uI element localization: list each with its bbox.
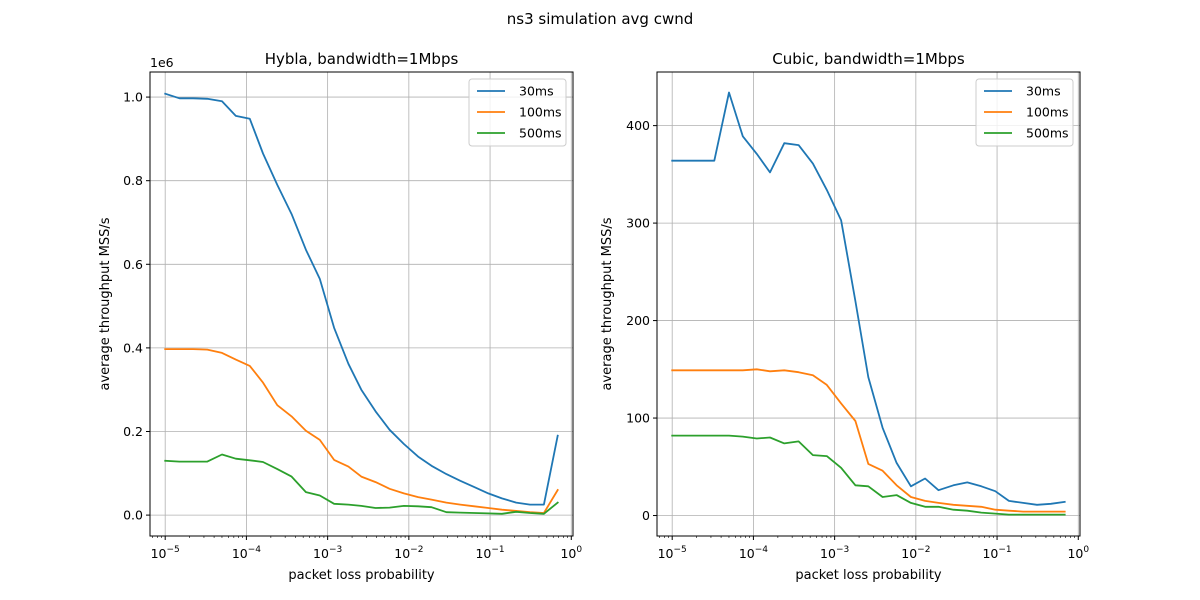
cubic-chart: Cubic, bandwidth=1Mbps packet loss proba…	[600, 50, 1089, 583]
hybla-y-tick-label: 0.2	[123, 424, 143, 439]
hybla-x-tick-label: 10−2	[394, 545, 423, 561]
hybla-x-tick-label: 10−3	[313, 545, 342, 561]
cubic-legend: 30ms 100ms 500ms	[975, 78, 1074, 147]
cubic-x-tick-label: 10−4	[739, 545, 768, 561]
cubic-legend-label-100ms: 100ms	[1026, 105, 1069, 120]
hybla-y-tick-label: 0.8	[123, 173, 143, 188]
cubic-series-500ms	[671, 434, 1066, 516]
cubic-legend-box	[975, 78, 1074, 147]
hybla-y-tick-label: 0.6	[123, 257, 143, 272]
cubic-x-axis-label: packet loss probability	[795, 568, 942, 583]
hybla-x-tick-label: 10−4	[232, 545, 261, 561]
hybla-y-tick-label: 0.4	[123, 340, 143, 355]
cubic-plot-frame	[656, 71, 1081, 537]
hybla-x-tick-label: 10−1	[475, 545, 504, 561]
cubic-chart-title: Cubic, bandwidth=1Mbps	[772, 50, 965, 68]
cubic-series-100ms	[671, 368, 1066, 513]
cubic-x-tick-label: 10−3	[820, 545, 849, 561]
hybla-legend-label-100ms: 100ms	[519, 105, 562, 120]
hybla-y-axis-label: average throughput MSS/s	[98, 217, 113, 390]
cubic-y-tick-label: 400	[626, 118, 650, 133]
cubic-legend-label-30ms: 30ms	[1026, 84, 1061, 99]
cubic-x-tick-label: 10−5	[658, 545, 687, 561]
hybla-y-tick-label: 0.0	[123, 508, 143, 523]
cubic-x-tick-label: 100	[1067, 545, 1089, 561]
hybla-legend-label-30ms: 30ms	[519, 84, 554, 99]
hybla-y-offset-label: 1e6	[150, 55, 174, 70]
cubic-y-tick-label: 100	[626, 411, 650, 426]
cubic-y-tick-label: 200	[626, 313, 650, 328]
hybla-plot-frame	[149, 71, 574, 537]
cubic-y-axis-label: average throughput MSS/s	[600, 217, 615, 390]
cubic-y-tick-label: 0	[642, 508, 650, 523]
hybla-x-tick-label: 10−5	[151, 545, 180, 561]
hybla-legend: 30ms 100ms 500ms	[468, 78, 567, 147]
hybla-chart: Hybla, bandwidth=1Mbps packet loss proba…	[98, 50, 582, 583]
hybla-legend-label-500ms: 500ms	[519, 126, 562, 141]
cubic-y-tick-label: 300	[626, 216, 650, 231]
hybla-x-axis-label: packet loss probability	[288, 568, 435, 583]
cubic-gridlines	[657, 72, 1080, 536]
cubic-x-tick-label: 10−1	[982, 545, 1011, 561]
hybla-series-100ms	[164, 348, 559, 514]
hybla-chart-title: Hybla, bandwidth=1Mbps	[265, 50, 459, 68]
cubic-legend-label-500ms: 500ms	[1026, 126, 1069, 141]
hybla-series-30ms	[164, 92, 559, 506]
cubic-x-tick-label: 10−2	[901, 545, 930, 561]
figure-title: ns3 simulation avg cwnd	[507, 10, 694, 28]
hybla-y-tick-label: 1.0	[123, 90, 143, 105]
hybla-series-500ms	[164, 453, 559, 515]
hybla-legend-box	[468, 78, 567, 147]
hybla-gridlines	[150, 72, 573, 536]
hybla-x-tick-label: 100	[560, 545, 582, 561]
cubic-series-30ms	[671, 91, 1066, 506]
